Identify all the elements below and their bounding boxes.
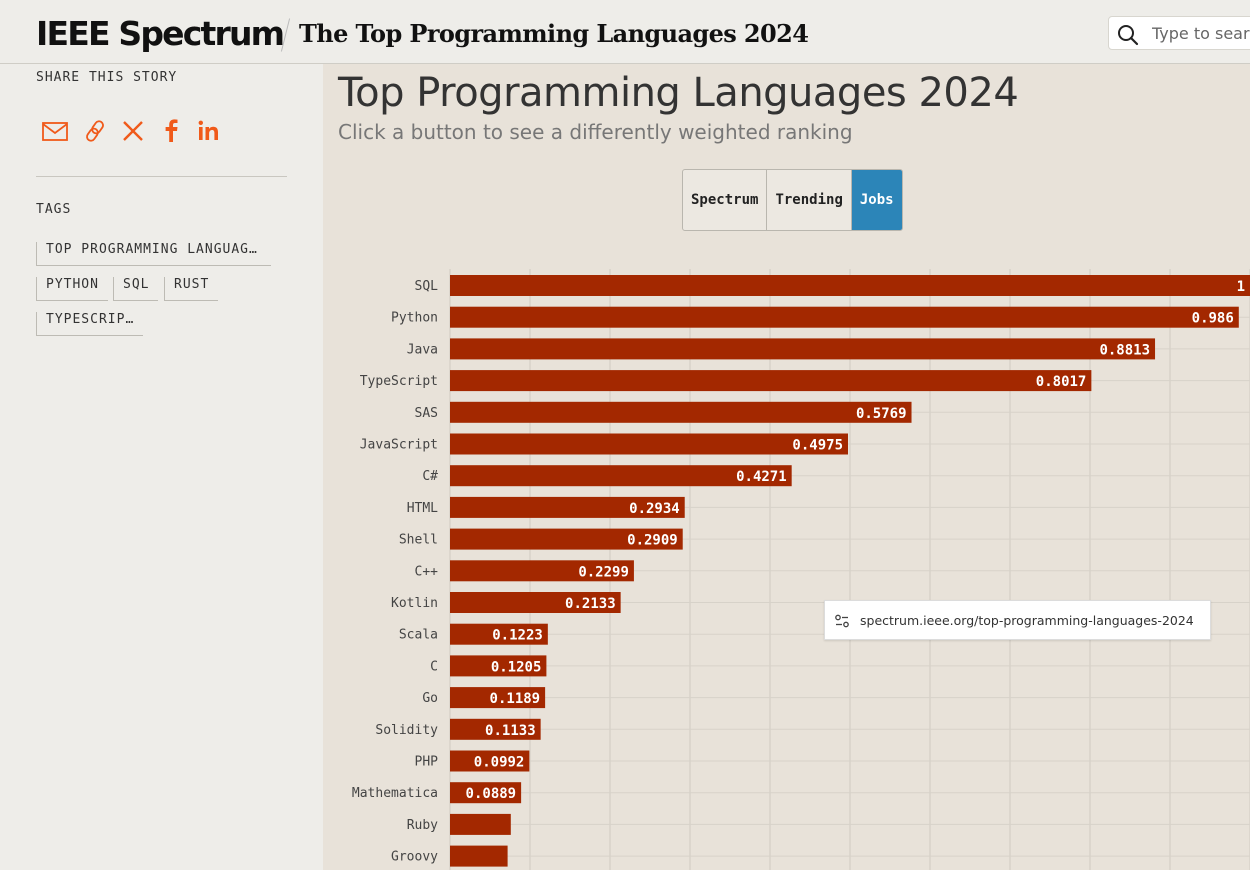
trending-button[interactable]: Trending [767, 170, 852, 230]
page-subtitle: Click a button to see a differently weig… [338, 120, 853, 144]
bar-value-label: 0.0992 [474, 755, 525, 771]
bar-value-label: 0.8017 [1036, 374, 1087, 390]
top-bar: IEEE Spectrum The Top Programming Langua… [0, 0, 1250, 64]
bar-label: C++ [415, 564, 439, 579]
url-tooltip: spectrum.ieee.org/top-programming-langua… [824, 600, 1211, 640]
bar-label: Kotlin [391, 596, 438, 611]
bar-value-label: 0.4975 [792, 438, 843, 454]
site-logo[interactable]: IEEE Spectrum [36, 14, 285, 53]
bar-value-label: 0.1189 [490, 691, 541, 707]
bar-python[interactable] [450, 306, 1239, 328]
bar-java[interactable] [450, 338, 1156, 360]
jobs-button[interactable]: Jobs [851, 170, 902, 230]
bar-label: C [430, 659, 438, 674]
tag-sql[interactable]: SQL [113, 277, 159, 301]
tag-rust[interactable]: RUST [164, 277, 219, 301]
bar-groovy[interactable] [450, 845, 508, 867]
bar-value-label: 0.2909 [627, 533, 678, 549]
bar-value-label: 0.5769 [856, 406, 907, 422]
spectrum-button[interactable]: Spectrum [683, 170, 768, 230]
bar-label: HTML [407, 501, 438, 516]
tag-top-programming-languages[interactable]: TOP PROGRAMMING LANGUAG… [36, 242, 271, 266]
email-icon[interactable] [40, 116, 70, 146]
bar-solidity[interactable] [450, 718, 541, 740]
bar-label: Solidity [375, 723, 438, 738]
bar-sql[interactable] [450, 275, 1250, 296]
bar-label: C# [422, 469, 438, 484]
bar-label: JavaScript [360, 438, 438, 453]
bar-ruby[interactable] [450, 813, 511, 835]
bar-value-label: 0.0889 [466, 786, 517, 802]
bar-kotlin[interactable] [450, 592, 621, 613]
bar-label: TypeScript [360, 374, 438, 389]
bar-label: Shell [399, 533, 438, 548]
bar-c-[interactable] [450, 465, 792, 487]
url-text: spectrum.ieee.org/top-programming-langua… [860, 613, 1194, 628]
bar-label: Scala [399, 628, 438, 643]
tag-python[interactable]: PYTHON [36, 277, 108, 301]
page-title: Top Programming Languages 2024 [338, 70, 1019, 116]
header-title: The Top Programming Languages 2024 [299, 19, 809, 48]
sidebar-divider [36, 176, 287, 177]
facebook-icon[interactable] [156, 116, 186, 146]
ranking-chart: SQL 1 Python 0.986 Java 0.8813 TypeScript 0.801… [352, 269, 1250, 870]
bar-c[interactable] [450, 655, 547, 677]
bar-label: Mathematica [352, 786, 438, 801]
bar-c-[interactable] [450, 560, 634, 582]
bar-value-label: 0.2133 [565, 596, 616, 612]
tags-label: TAGS [36, 202, 72, 217]
bar-label: Python [391, 311, 438, 326]
bar-value-label: 0.8813 [1099, 342, 1150, 358]
bar-value-label: 0.1223 [492, 628, 543, 644]
bar-value-label: 0.986 [1192, 311, 1234, 327]
main-content: Top Programming Languages 2024 Click a b… [323, 64, 1250, 870]
bar-value-label: 0.1205 [491, 659, 542, 675]
bar-label: SAS [415, 406, 438, 421]
bar-label: PHP [415, 755, 439, 770]
tag-typescript[interactable]: TYPESCRIPT [36, 312, 143, 336]
bar-php[interactable] [450, 750, 530, 772]
bar-label: Ruby [407, 818, 438, 833]
bar-value-label: 1 [1237, 279, 1245, 295]
sidebar: SHARE THIS STORY [0, 64, 323, 870]
bar-mathematica[interactable] [450, 782, 522, 804]
share-label: SHARE THIS STORY [36, 70, 178, 85]
bar-shell[interactable] [450, 528, 683, 550]
search-icon [1118, 25, 1139, 46]
bar-go[interactable] [450, 687, 546, 709]
bar-javascript[interactable] [450, 433, 848, 455]
bar-value-label: 0.2299 [578, 564, 629, 580]
site-settings-icon [835, 614, 849, 628]
linkedin-icon[interactable] [194, 116, 224, 146]
search-input[interactable] [1152, 22, 1250, 44]
bar-value-label: 0.2934 [629, 501, 680, 517]
search-box[interactable] [1108, 16, 1250, 50]
bar-sas[interactable] [450, 401, 912, 423]
bar-scala[interactable] [450, 623, 548, 645]
bar-label: Go [422, 691, 438, 706]
link-icon[interactable] [80, 116, 110, 146]
x-icon[interactable] [118, 116, 148, 146]
bar-value-label: 0.1133 [485, 723, 536, 739]
bar-label: Groovy [391, 850, 438, 865]
bar-label: SQL [415, 279, 439, 294]
weighting-button-group: Spectrum Trending Jobs [682, 169, 903, 231]
bar-html[interactable] [450, 496, 685, 518]
bar-value-label: 0.4271 [736, 469, 787, 485]
bar-typescript[interactable] [450, 370, 1092, 392]
bar-label: Java [407, 342, 438, 357]
